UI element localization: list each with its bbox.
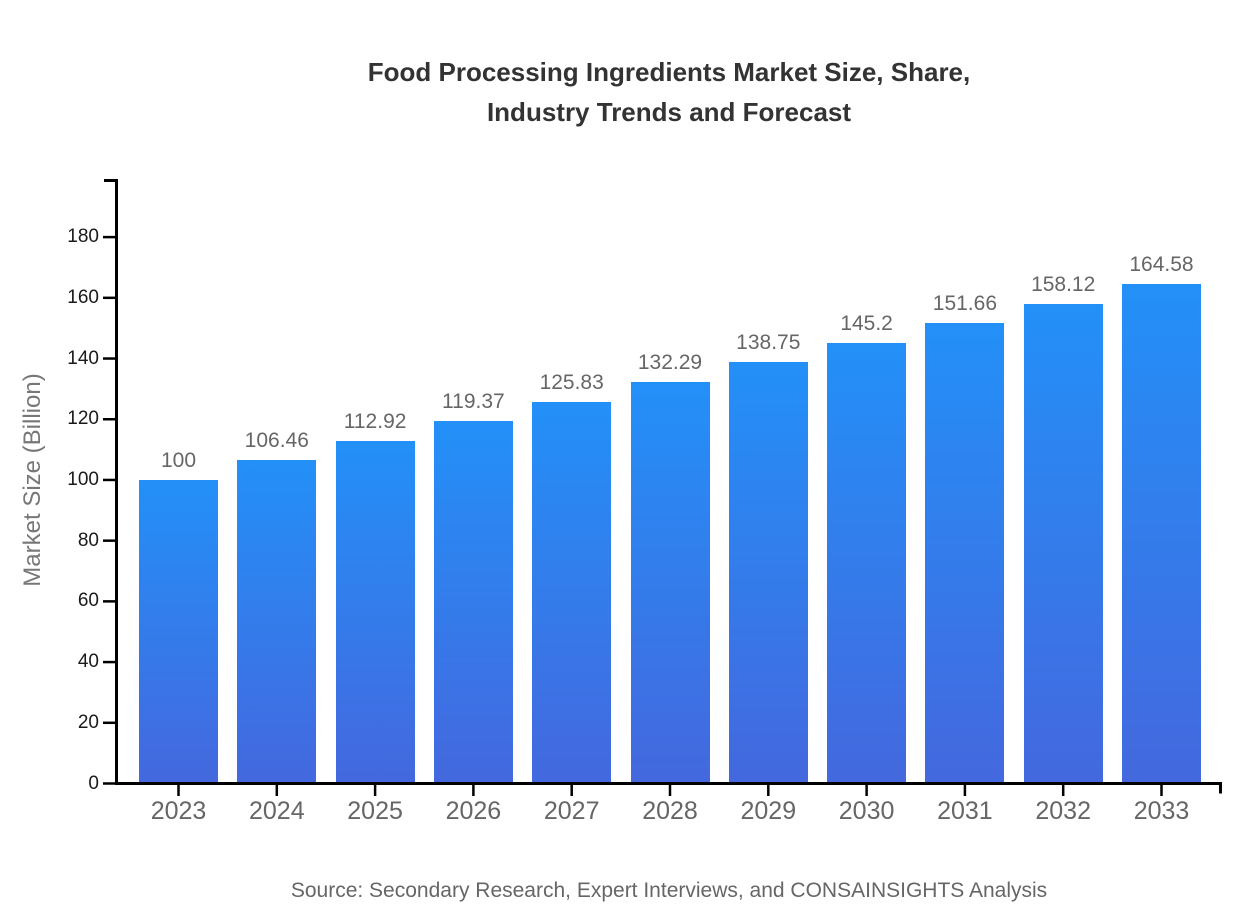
y-tick-label: 180 <box>67 226 99 248</box>
y-tick-label: 40 <box>77 651 99 673</box>
bar <box>630 381 710 782</box>
bar <box>139 479 218 782</box>
x-tick-label: 2026 <box>445 797 502 825</box>
bar <box>728 362 808 782</box>
x-tick-label: 2024 <box>248 797 305 825</box>
x-tick-label: 2028 <box>642 797 698 825</box>
y-tick-label: 120 <box>67 408 99 430</box>
x-tick-label: 2029 <box>740 797 797 825</box>
y-tick-label: 140 <box>67 347 99 369</box>
y-tick-label: 0 <box>88 772 99 794</box>
bar-value-label: 132.29 <box>637 350 703 374</box>
x-tick-label: 2033 <box>1133 797 1190 825</box>
bar <box>925 323 1005 782</box>
bar <box>433 421 513 782</box>
bar <box>827 342 907 782</box>
y-tick-label: 20 <box>77 711 99 733</box>
bar <box>335 440 415 782</box>
x-tick-label: 2027 <box>543 797 600 825</box>
x-tick-label: 2031 <box>937 797 993 825</box>
y-tick-label: 80 <box>77 529 99 551</box>
y-tick-label: 60 <box>77 590 99 612</box>
bar-value-label: 158.12 <box>1031 272 1096 296</box>
bar-value-label: 151.66 <box>932 292 997 316</box>
x-tick-label: 2030 <box>838 797 895 825</box>
chart-title: Food Processing Ingredients Market Size,… <box>367 57 971 127</box>
bar-value-label: 125.83 <box>539 370 604 394</box>
bar-value-label: 145.2 <box>840 311 893 335</box>
x-tick-label: 2023 <box>150 797 207 825</box>
bar-value-label: 112.92 <box>343 409 407 433</box>
x-tick-label: 2025 <box>347 797 403 825</box>
bar <box>1122 283 1201 782</box>
bar-value-label: 106.46 <box>244 429 309 453</box>
bar <box>237 460 317 782</box>
bar-value-label: 138.75 <box>736 331 801 355</box>
source-caption: Source: Secondary Research, Expert Inter… <box>290 879 1048 902</box>
bar <box>1023 303 1103 782</box>
y-tick-label: 100 <box>67 468 99 490</box>
bar <box>532 401 612 782</box>
bar-value-label: 164.58 <box>1129 252 1194 276</box>
x-tick-label: 2032 <box>1035 797 1091 825</box>
bar-value-label: 100 <box>160 448 197 472</box>
y-tick-label: 160 <box>67 286 99 308</box>
bar-value-label: 119.37 <box>442 390 505 414</box>
